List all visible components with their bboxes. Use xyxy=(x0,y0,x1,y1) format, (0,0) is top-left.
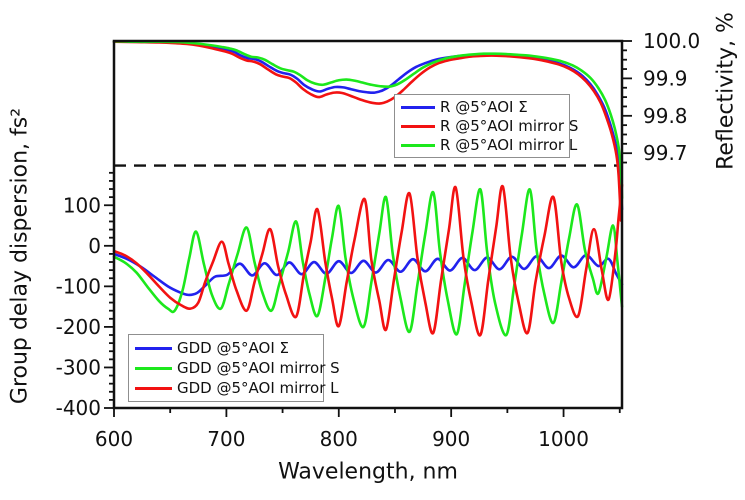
legend-line-sample-icon xyxy=(401,105,435,109)
series-line-gdd_mirror_s xyxy=(112,188,624,337)
gdd-tick-label: -300 xyxy=(56,355,101,379)
reflectivity-tick-label: 99.9 xyxy=(643,66,688,90)
series-line-r_mirror_l xyxy=(112,40,624,200)
series-line-r_mirror_s xyxy=(112,40,623,222)
legend-item: GDD @5°AOI mirror S xyxy=(135,359,340,377)
x-axis-title: Wavelength, nm xyxy=(278,459,458,485)
legend-item: R @5°AOI mirror L xyxy=(401,136,577,154)
series-line-gdd_sum xyxy=(112,252,624,297)
legend-item-label: GDD @5°AOI mirror L xyxy=(177,379,339,397)
reflectivity-tick-label: 99.7 xyxy=(643,141,688,165)
series-line-gdd_mirror_l xyxy=(112,183,624,337)
x-tick-label: 800 xyxy=(320,427,358,451)
legend-item: R @5°AOI mirror S xyxy=(401,117,578,135)
reflectivity-tick-label: 100.0 xyxy=(643,29,700,53)
x-tick-label: 900 xyxy=(432,427,470,451)
legend-gdd: GDD @5°AOI Σ GDD @5°AOI mirror S GDD @5°AO… xyxy=(128,334,340,402)
legend-line-sample-icon xyxy=(401,124,435,128)
left-axis-title: Group delay dispersion, fs² xyxy=(7,107,33,405)
right-axis-title: Reflectivity, % xyxy=(713,12,739,170)
plot-frame xyxy=(112,39,624,410)
gdd-tick-label: -100 xyxy=(56,274,101,298)
legend-line-sample-icon xyxy=(401,143,435,147)
gdd-tick-label: -400 xyxy=(56,396,101,420)
gdd-tick-label: -200 xyxy=(56,315,101,339)
x-tick-label: 700 xyxy=(207,427,245,451)
legend-line-sample-icon xyxy=(135,366,172,370)
gdd-tick-label: 100 xyxy=(63,193,101,217)
legend-item-label: GDD @5°AOI Σ xyxy=(177,339,290,357)
legend-line-sample-icon xyxy=(135,346,172,350)
legend-item: GDD @5°AOI Σ xyxy=(135,339,317,357)
legend-item-label: R @5°AOI Σ xyxy=(440,98,528,116)
gdd-tick-label: 0 xyxy=(88,234,101,258)
legend-item-label: R @5°AOI mirror L xyxy=(440,136,578,154)
reflectivity-tick-label: 99.8 xyxy=(643,104,688,128)
legend-item-label: R @5°AOI mirror S xyxy=(440,117,579,135)
legend-item: R @5°AOI Σ xyxy=(401,98,563,116)
legend-line-sample-icon xyxy=(135,386,172,390)
legend-item-label: GDD @5°AOI mirror S xyxy=(177,359,340,377)
x-tick-label: 600 xyxy=(95,427,133,451)
legend-item: GDD @5°AOI mirror L xyxy=(135,379,339,397)
x-tick-label: 1000 xyxy=(538,427,589,451)
